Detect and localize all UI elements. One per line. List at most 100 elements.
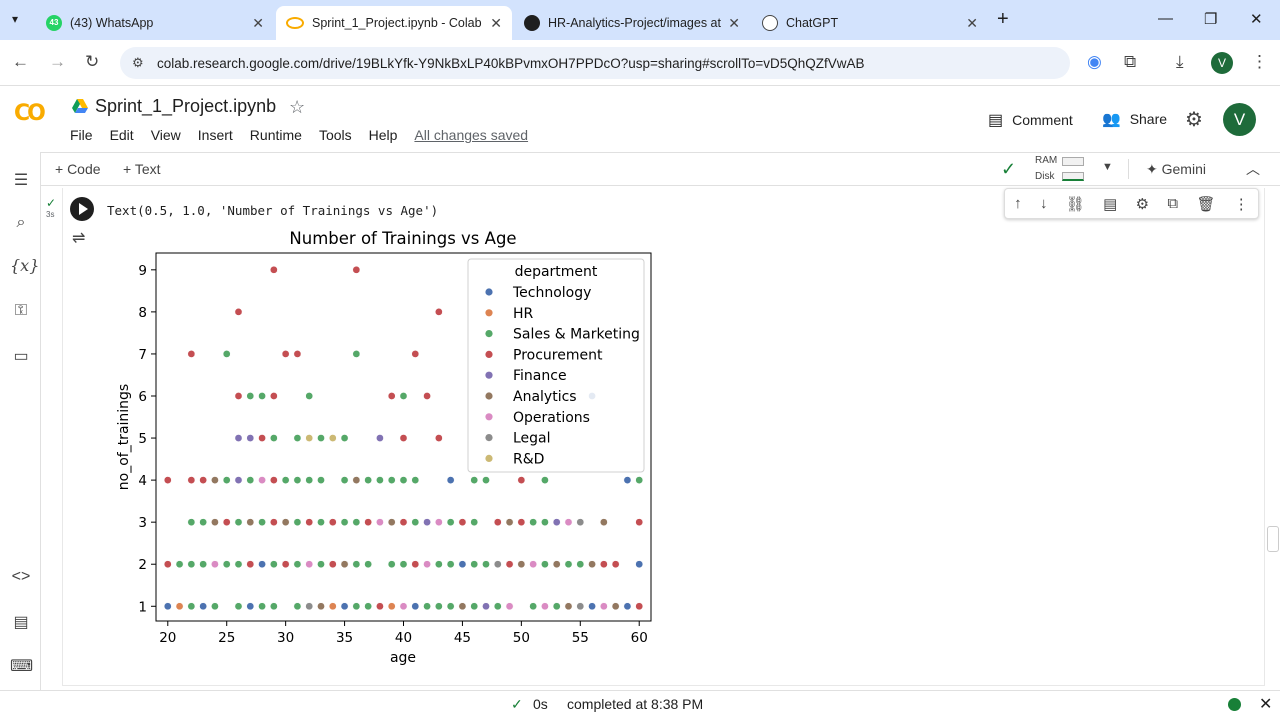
colab-header <box>0 86 1280 152</box>
gemini-button[interactable]: ✦ Gemini <box>1146 161 1206 178</box>
data-point <box>623 476 632 484</box>
data-point <box>340 560 349 569</box>
more-options-icon[interactable]: ⋮ <box>1233 195 1249 213</box>
runtime-dropdown-icon[interactable]: ▼ <box>1102 161 1113 173</box>
add-text-button[interactable]: + Text <box>123 161 161 177</box>
puzzle-icon[interactable]: ⧉ <box>1124 52 1137 71</box>
variables-icon[interactable]: {x} <box>10 256 40 275</box>
tab-colab[interactable]: Sprint_1_Project.ipynb - Colab ✕ <box>276 6 512 40</box>
save-status[interactable]: All changes saved <box>414 127 529 143</box>
code-snippets-icon[interactable]: <> <box>11 568 31 585</box>
site-info-icon[interactable]: ⚙ <box>132 55 144 70</box>
back-icon[interactable]: ← <box>12 52 29 71</box>
toc-icon[interactable]: ☰ <box>13 172 29 189</box>
menu-file[interactable]: File <box>70 127 93 143</box>
chatgpt-icon <box>762 15 778 31</box>
data-point <box>435 602 443 611</box>
data-point <box>505 518 514 527</box>
data-point <box>364 518 372 527</box>
data-point <box>270 602 278 611</box>
menu-edit[interactable]: Edit <box>109 127 134 143</box>
data-point <box>470 602 479 611</box>
user-avatar[interactable]: V <box>1223 103 1256 136</box>
run-cell-button[interactable] <box>70 197 94 221</box>
close-window-icon[interactable]: ✕ <box>1250 11 1263 28</box>
disk-meter[interactable] <box>1062 172 1084 181</box>
data-point <box>328 518 337 527</box>
data-point <box>340 434 349 442</box>
notebook-title[interactable]: Sprint_1_Project.ipynb <box>95 96 277 116</box>
minimize-icon[interactable]: — <box>1158 10 1173 27</box>
tab-chatgpt[interactable]: ChatGPT ✕ <box>752 6 988 40</box>
move-down-icon[interactable]: ↓ <box>1039 195 1048 212</box>
data-point <box>246 476 255 484</box>
terminal-icon[interactable]: ⌨ <box>10 658 34 675</box>
data-point <box>293 518 302 527</box>
data-point <box>399 560 408 569</box>
new-tab-icon[interactable]: + <box>997 8 1009 30</box>
close-tab-icon[interactable]: ✕ <box>728 14 740 31</box>
close-tab-icon[interactable]: ✕ <box>490 14 502 31</box>
menu-view[interactable]: View <box>150 127 181 143</box>
x-tick-label: 55 <box>572 630 589 646</box>
settings-icon[interactable]: ⚙ <box>1185 109 1203 131</box>
data-point <box>541 602 549 611</box>
star-icon[interactable]: ☆ <box>289 97 306 117</box>
files-folder-icon[interactable]: ▭ <box>13 348 29 365</box>
url-field[interactable]: ⚙ colab.research.google.com/drive/19BLkY… <box>120 47 1070 79</box>
ram-meter[interactable] <box>1062 157 1084 166</box>
delete-icon[interactable]: 🗑 <box>1196 195 1216 213</box>
cell-exec-time: 3s <box>46 210 55 219</box>
legend-marker <box>485 434 493 442</box>
command-palette-icon[interactable]: ▤ <box>13 614 29 631</box>
data-point <box>317 476 325 484</box>
close-status-icon[interactable]: ✕ <box>1259 696 1273 713</box>
tab-search-icon[interactable]: ▾ <box>12 12 19 26</box>
close-tab-icon[interactable]: ✕ <box>966 14 978 31</box>
data-point <box>611 602 620 611</box>
comment-button[interactable]: ▤ Comment <box>988 110 1073 130</box>
code-cell[interactable] <box>62 188 1265 686</box>
cell-settings-icon[interactable]: ⚙ <box>1135 195 1150 213</box>
menu-tools[interactable]: Tools <box>318 127 352 143</box>
data-point <box>411 560 420 569</box>
data-point <box>458 518 467 527</box>
browser-menu-icon[interactable]: ⋮ <box>1251 52 1268 71</box>
close-tab-icon[interactable]: ✕ <box>252 14 264 31</box>
collapse-icon[interactable]: ︿ <box>1246 161 1260 177</box>
data-point <box>541 560 549 569</box>
menu-insert[interactable]: Insert <box>197 127 233 143</box>
cell-toolbar: ↑ ↓ ⛓ ▤ ⚙ ⧉ 🗑 ⋮ <box>1004 188 1259 219</box>
github-icon <box>524 15 540 31</box>
data-point <box>435 308 443 316</box>
add-code-button[interactable]: + Code <box>55 161 101 177</box>
secrets-key-icon[interactable]: ⚿ <box>14 302 28 319</box>
colab-logo[interactable]: CO <box>14 101 46 126</box>
comment-cell-icon[interactable]: ▤ <box>1103 195 1118 213</box>
x-tick-label: 40 <box>395 630 412 646</box>
data-point <box>541 518 549 527</box>
download-icon[interactable]: ⤓ <box>1176 52 1184 71</box>
runtime-status-dot <box>1228 698 1241 711</box>
search-icon[interactable]: ⌕ <box>16 214 26 231</box>
tab-github[interactable]: HR-Analytics-Project/images at ✕ <box>514 6 750 40</box>
data-point <box>270 434 278 442</box>
restore-icon[interactable]: ❐ <box>1204 11 1218 28</box>
legend-label: R&D <box>513 451 544 467</box>
profile-avatar[interactable]: V <box>1211 52 1233 74</box>
share-button[interactable]: 👥 Share <box>1102 110 1167 128</box>
move-up-icon[interactable]: ↑ <box>1014 195 1022 212</box>
tab-whatsapp[interactable]: 43 (43) WhatsApp ✕ <box>36 6 274 40</box>
vertical-scrollbar[interactable] <box>1267 526 1279 552</box>
data-point <box>517 560 526 569</box>
menu-runtime[interactable]: Runtime <box>249 127 302 143</box>
mirror-cell-icon[interactable]: ⧉ <box>1167 195 1179 212</box>
data-point <box>552 602 561 611</box>
forward-icon[interactable]: → <box>49 52 66 71</box>
output-options-icon[interactable]: ⇌ <box>72 230 86 247</box>
data-point <box>458 560 467 569</box>
menu-help[interactable]: Help <box>368 127 398 143</box>
link-icon[interactable]: ⛓ <box>1065 195 1085 213</box>
extension-icon[interactable]: ◉ <box>1087 52 1102 71</box>
reload-icon[interactable]: ↻ <box>85 52 100 71</box>
